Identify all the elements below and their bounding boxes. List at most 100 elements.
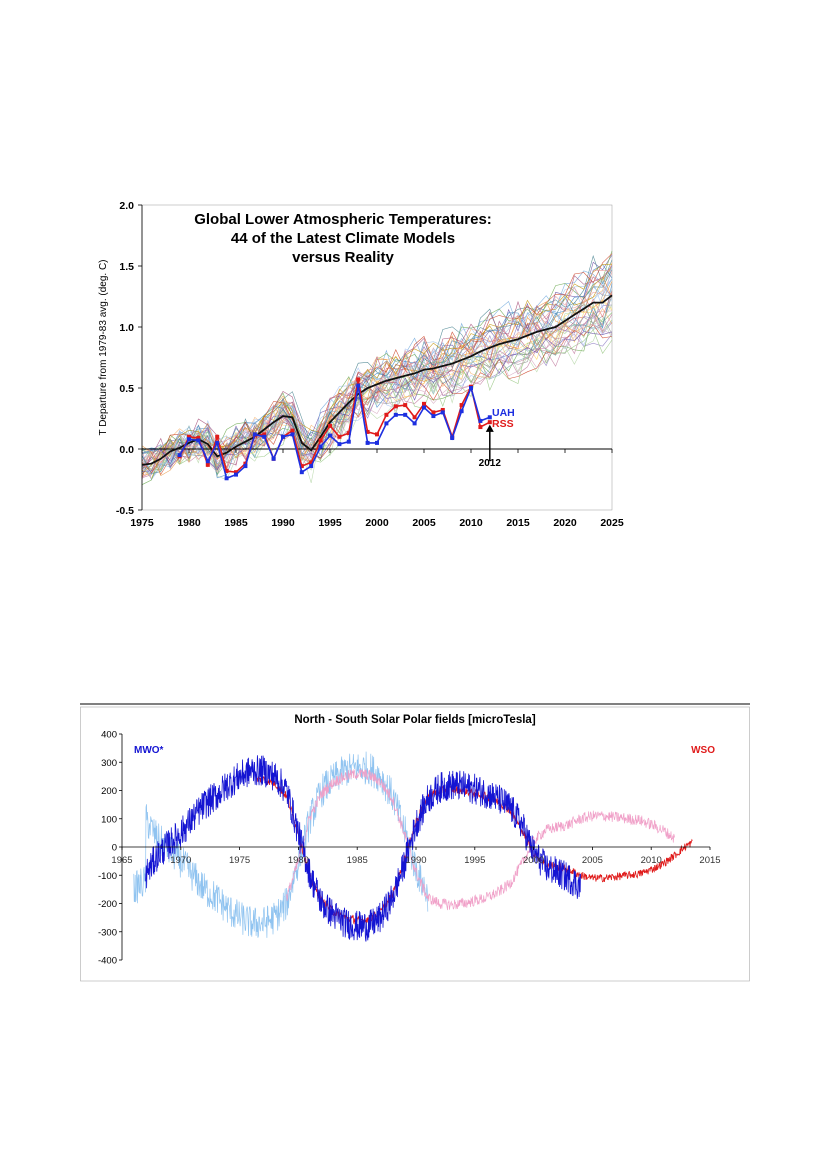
chart2-axes: 400 300 200 100 0 -100 -200 -300 -400 1965 1970 197… [98,730,721,967]
model-vs-reality-chart: -0.5 0.0 0.5 1.0 1.5 2.0 1975 1980 1985 1990 1995 2… [98,200,624,529]
x-tick-label: 2015 [506,517,530,529]
legend-uah: UAH [492,407,515,419]
rss-point [487,420,492,425]
annotation-arrow-head [485,424,494,432]
model-run-line [141,313,613,479]
y-tick-label: -0.5 [116,505,134,517]
legend-wso: WSO [691,745,715,756]
solar-polar-fields-chart: 400 300 200 100 0 -100 -200 -300 -400 1965 1970 197… [80,703,750,982]
model-run-line [141,295,613,477]
uah-point [450,436,455,441]
rss-point [205,462,210,467]
rss-point [459,403,464,408]
uah-point [365,440,370,445]
x-tick-label: 1970 [170,855,191,866]
y-tick-label: 0.5 [119,383,134,395]
y-tick-label: 0.0 [119,444,134,456]
uah-point [187,437,191,442]
uah-point [337,442,342,447]
x-tick-label: 2010 [459,517,483,529]
rss-point [478,425,483,430]
y-tick-label: 200 [101,786,117,797]
legend-mwo: MWO* [134,745,164,756]
y-tick-label: -300 [98,927,117,938]
chart1-axes: -0.5 0.0 0.5 1.0 1.5 2.0 1975 1980 1985 1990 1995 2… [116,200,624,529]
uah-point [318,444,323,449]
rss-point [403,403,408,408]
model-run-line [141,280,613,475]
mwo-mirror-line [133,751,429,938]
y-tick-label: -200 [98,899,117,910]
model-run-line [141,294,613,470]
rss-point [187,434,191,439]
uah-point [356,383,361,388]
x-tick-label: 2000 [365,517,389,529]
rss-point [393,404,398,409]
uah-point [243,464,248,469]
uah-point [234,472,238,477]
uah-point [215,440,220,445]
chart2-series [133,751,693,942]
rss-point [262,432,267,437]
chart1-series [141,294,613,481]
model-run-line [141,308,613,472]
rss-point [412,415,417,420]
x-tick-label: 1990 [405,855,426,866]
uah-point [487,415,492,420]
rss-point [431,410,436,415]
rss-point [328,423,332,428]
uah-point [262,434,267,439]
legend-rss: RSS [492,418,514,430]
model-run-line [141,283,613,479]
x-tick-label: 1985 [224,517,248,529]
rss-point [337,434,342,439]
x-tick-label: 1995 [318,517,342,529]
annotation-label: 2012 [479,458,502,469]
uah-point [431,414,436,419]
uah-point [375,440,379,445]
mwo-line [145,755,581,942]
y-tick-label: -400 [98,956,117,967]
chart2-title: North - South Solar Polar fields [microT… [294,714,535,726]
uah-point [440,410,445,415]
rss-point [196,436,201,441]
rss-point [234,470,238,475]
rss-point [346,431,351,436]
y-tick-label: 100 [101,814,117,825]
x-tick-label: 1985 [347,855,368,866]
rss-point [422,401,426,406]
x-tick-label: 1975 [130,517,154,529]
uah-point [459,409,464,414]
uah-point [478,418,483,423]
uah-point [252,432,257,437]
rss-point [440,407,445,412]
model-run-line [141,317,613,483]
rss-point [384,412,389,417]
chart1-title-line: 44 of the Latest Climate Models [231,230,455,247]
uah-point [328,433,332,438]
uah-point [290,432,295,437]
rss-point [356,377,361,382]
uah-point [412,421,417,426]
y-axis-label: T Departure from 1979-83 avg. (deg. C) [98,259,109,435]
y-tick-label: 1.0 [119,322,134,334]
uah-point [346,439,351,444]
y-tick-label: 300 [101,758,117,769]
x-tick-label: 2020 [553,517,577,529]
x-tick-label: 2025 [600,517,624,529]
uah-point [469,386,473,390]
rss-line [178,379,491,474]
x-tick-label: 1980 [288,855,309,866]
x-tick-label: 1990 [271,517,295,529]
uah-line [178,385,491,480]
x-tick-label: 1965 [111,855,132,866]
uah-point [281,434,285,439]
rss-point [215,434,220,439]
uah-point [384,421,389,426]
uah-point [205,459,210,464]
x-tick-label: 2015 [699,855,720,866]
uah-point [403,412,408,417]
x-tick-label: 2010 [641,855,662,866]
y-tick-label: 0 [112,843,117,854]
